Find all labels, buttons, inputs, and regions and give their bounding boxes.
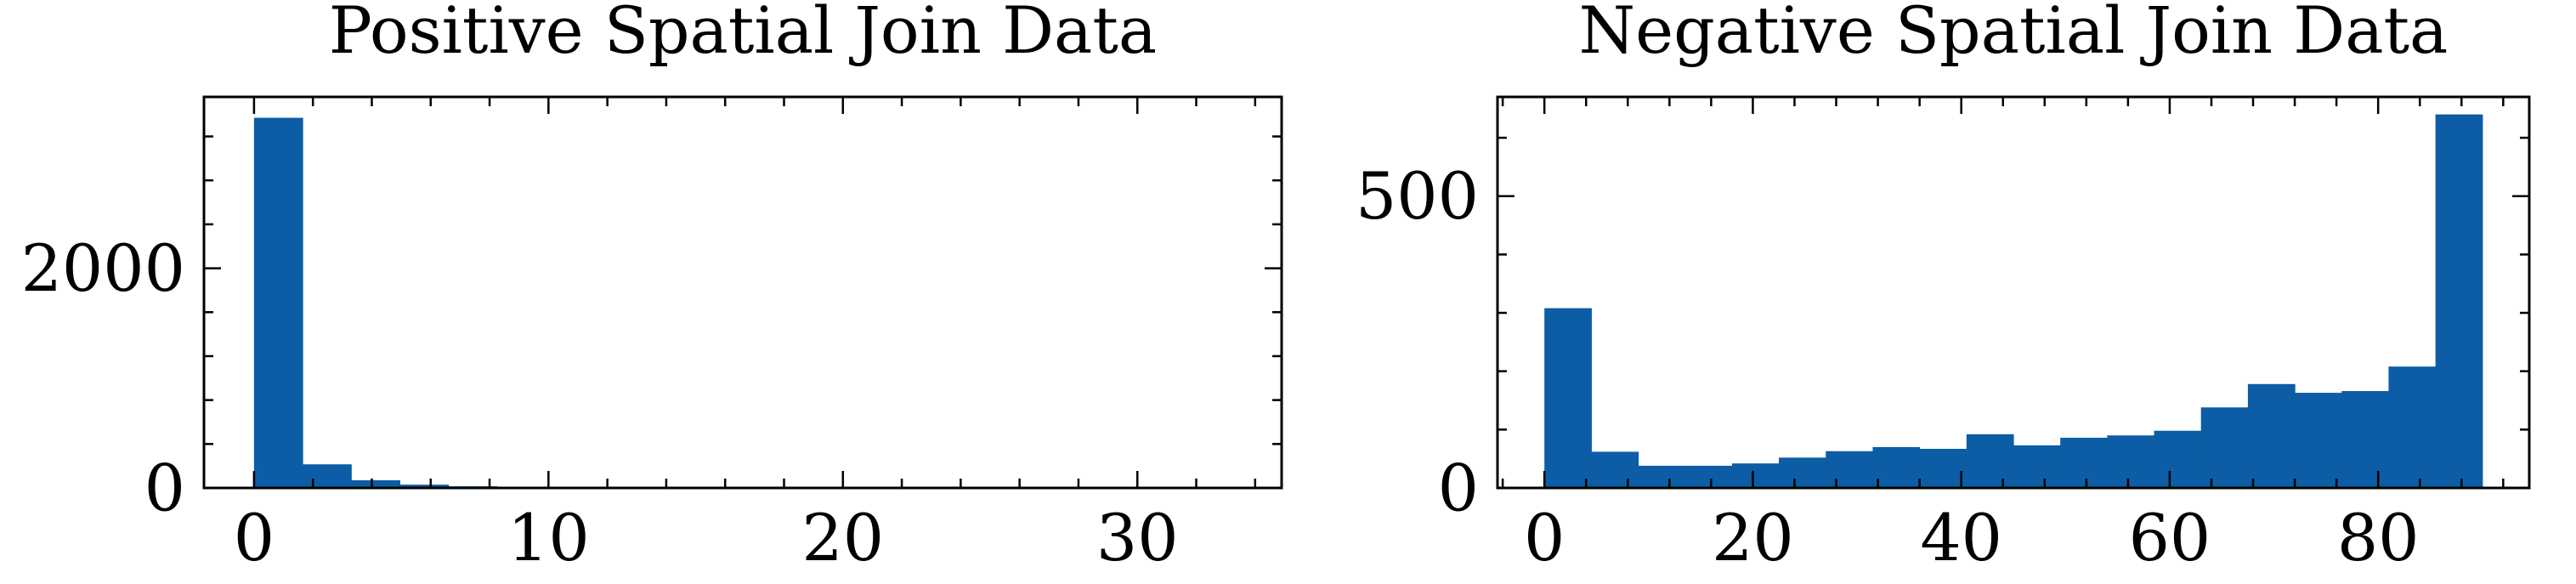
- histogram-bar: [1638, 465, 1686, 488]
- x-tick-label: 30: [1096, 500, 1179, 575]
- histogram-bar: [1591, 451, 1639, 488]
- histogram-bar: [1872, 446, 1921, 488]
- histogram-bar: [2200, 407, 2249, 488]
- plot-frame: [1496, 95, 2531, 490]
- histogram-bars: [1544, 114, 2483, 488]
- x-tick-label: 0: [234, 500, 275, 575]
- histogram-bar: [303, 464, 352, 488]
- histogram-bar: [1684, 465, 1733, 488]
- histogram-bars: [253, 117, 1226, 488]
- y-tick-label: 0: [1438, 451, 1479, 526]
- histogram-bar: [2154, 430, 2202, 488]
- histogram-bar: [2247, 383, 2296, 488]
- chart-title: Negative Spatial Join Data: [1579, 0, 2449, 68]
- histogram-bar: [2060, 437, 2108, 488]
- x-tick-label: 20: [801, 500, 884, 575]
- y-tick-label: 2000: [21, 230, 185, 306]
- plot-frame: [202, 95, 1283, 490]
- y-tick-label: 0: [144, 451, 185, 526]
- y-tick-label: 500: [1356, 158, 1479, 234]
- histogram-bar: [1779, 457, 1826, 488]
- histogram-bar: [2013, 445, 2061, 488]
- histogram-bar: [1966, 434, 2014, 488]
- x-tick-label: 20: [1712, 500, 1794, 575]
- x-tick-label: 0: [1524, 500, 1565, 575]
- axis-ticks: [204, 97, 1282, 490]
- chart-title: Positive Spatial Join Data: [329, 0, 1157, 68]
- x-tick-label: 80: [2337, 500, 2420, 575]
- histogram-bar: [1544, 308, 1592, 488]
- histogram-bar: [1731, 463, 1780, 488]
- negative-spatial-join-histogram: Negative Spatial Join Data 0 20 40 60 80 0 500: [1356, 0, 2531, 575]
- histogram-bar: [399, 485, 450, 488]
- x-tick-label: 10: [507, 500, 590, 575]
- histogram-bar: [2435, 114, 2483, 488]
- histogram-bar: [351, 479, 400, 488]
- tick-labels: 0 10 20 30 0 2000: [21, 230, 1179, 575]
- histogram-bar: [1919, 449, 1967, 488]
- x-tick-label: 40: [1920, 500, 2002, 575]
- histogram-bar: [2341, 391, 2390, 488]
- tick-labels: 0 20 40 60 80 0 500: [1356, 158, 2420, 575]
- histogram-bar: [2295, 393, 2342, 488]
- positive-spatial-join-histogram: Positive Spatial Join Data 0 10 20 30 0 2000: [21, 0, 1283, 575]
- histogram-bar: [253, 117, 303, 488]
- histogram-bar: [2388, 366, 2437, 488]
- histogram-bar: [1826, 451, 1874, 488]
- axis-ticks: [1497, 97, 2529, 490]
- x-tick-label: 60: [2129, 500, 2211, 575]
- histogram-bar: [2107, 435, 2155, 488]
